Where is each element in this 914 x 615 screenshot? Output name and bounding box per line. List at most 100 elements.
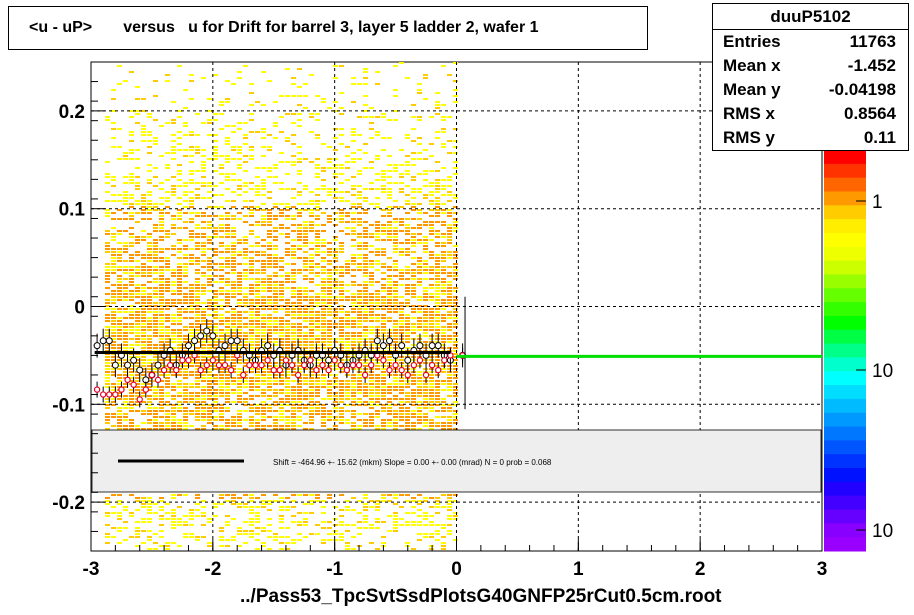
heatmap-cell xyxy=(363,257,368,259)
heatmap-cell xyxy=(219,101,224,103)
heatmap-cell xyxy=(255,506,260,508)
heatmap-cell xyxy=(123,200,128,202)
heatmap-cell xyxy=(189,296,194,298)
heatmap-cell xyxy=(189,239,194,241)
heatmap-cell xyxy=(213,407,218,409)
heatmap-cell xyxy=(417,242,422,244)
heatmap-cell xyxy=(225,425,230,427)
heatmap-cell xyxy=(351,338,356,340)
heatmap-cell xyxy=(249,368,254,370)
chart-title: <u - uP> versus u for Drift for barrel 3… xyxy=(8,6,648,50)
heatmap-cell xyxy=(363,515,368,517)
heatmap-cell xyxy=(441,290,446,292)
heatmap-cell xyxy=(237,383,242,385)
heatmap-cell xyxy=(111,239,116,241)
heatmap-cell xyxy=(201,236,206,238)
heatmap-cell xyxy=(315,245,320,247)
heatmap-cell xyxy=(327,272,332,274)
heatmap-cell xyxy=(321,170,326,172)
heatmap-cell xyxy=(165,419,170,421)
heatmap-cell xyxy=(369,260,374,262)
heatmap-cell xyxy=(255,497,260,499)
profile-red-point xyxy=(185,357,192,364)
heatmap-cell xyxy=(417,284,422,286)
heatmap-cell xyxy=(273,308,278,310)
heatmap-cell xyxy=(261,377,266,379)
heatmap-cell xyxy=(387,164,392,166)
heatmap-cell xyxy=(297,236,302,238)
heatmap-cell xyxy=(441,104,446,106)
heatmap-cell xyxy=(219,275,224,277)
heatmap-cell xyxy=(291,251,296,253)
heatmap-cell xyxy=(237,281,242,283)
heatmap-cell xyxy=(219,305,224,307)
heatmap-cell xyxy=(147,359,152,361)
heatmap-cell xyxy=(291,239,296,241)
heatmap-cell xyxy=(177,227,182,229)
heatmap-cell xyxy=(435,374,440,376)
heatmap-cell xyxy=(315,275,320,277)
heatmap-cell xyxy=(183,377,188,379)
heatmap-cell xyxy=(333,338,338,340)
heatmap-cell xyxy=(153,425,158,427)
heatmap-cell xyxy=(411,242,416,244)
heatmap-cell xyxy=(303,242,308,244)
heatmap-cell xyxy=(321,407,326,409)
heatmap-cell xyxy=(213,377,218,379)
heatmap-cell xyxy=(447,290,452,292)
heatmap-cell xyxy=(207,248,212,250)
heatmap-cell xyxy=(309,368,314,370)
heatmap-cell xyxy=(411,296,416,298)
heatmap-cell xyxy=(267,356,272,358)
heatmap-cell xyxy=(201,332,206,334)
heatmap-cell xyxy=(393,233,398,235)
heatmap-cell xyxy=(291,374,296,376)
heatmap-cell xyxy=(309,335,314,337)
heatmap-cell xyxy=(315,194,320,196)
heatmap-cell xyxy=(219,530,224,532)
heatmap-cell xyxy=(147,398,152,400)
heatmap-cell xyxy=(429,386,434,388)
heatmap-cell xyxy=(111,200,116,202)
heatmap-cell xyxy=(321,374,326,376)
heatmap-cell xyxy=(135,251,140,253)
heatmap-cell xyxy=(447,335,452,337)
heatmap-cell xyxy=(345,179,350,181)
heatmap-cell xyxy=(441,272,446,274)
heatmap-cell xyxy=(189,299,194,301)
heatmap-cell xyxy=(159,497,164,499)
heatmap-cell xyxy=(105,317,110,319)
heatmap-cell xyxy=(189,413,194,415)
heatmap-cell xyxy=(267,245,272,247)
heatmap-cell xyxy=(177,179,182,181)
heatmap-cell xyxy=(291,269,296,271)
heatmap-cell xyxy=(327,299,332,301)
heatmap-cell xyxy=(393,248,398,250)
heatmap-cell xyxy=(249,257,254,259)
heatmap-cell xyxy=(225,224,230,226)
heatmap-cell xyxy=(243,182,248,184)
heatmap-cell xyxy=(261,290,266,292)
heatmap-cell xyxy=(105,320,110,322)
heatmap-cell xyxy=(237,167,242,169)
heatmap-cell xyxy=(303,188,308,190)
heatmap-cell xyxy=(129,398,134,400)
heatmap-cell xyxy=(123,272,128,274)
heatmap-cell xyxy=(339,368,344,370)
heatmap-cell xyxy=(279,275,284,277)
heatmap-cell xyxy=(141,209,146,211)
heatmap-cell xyxy=(129,269,134,271)
heatmap-cell xyxy=(393,239,398,241)
heatmap-cell xyxy=(285,251,290,253)
heatmap-cell xyxy=(123,266,128,268)
heatmap-cell xyxy=(273,305,278,307)
heatmap-cell xyxy=(387,155,392,157)
heatmap-cell xyxy=(249,371,254,373)
heatmap-cell xyxy=(339,191,344,193)
heatmap-cell xyxy=(405,422,410,424)
heatmap-cell xyxy=(369,161,374,163)
heatmap-cell xyxy=(453,539,458,541)
heatmap-cell xyxy=(117,233,122,235)
heatmap-cell xyxy=(435,329,440,331)
heatmap-cell xyxy=(447,404,452,406)
